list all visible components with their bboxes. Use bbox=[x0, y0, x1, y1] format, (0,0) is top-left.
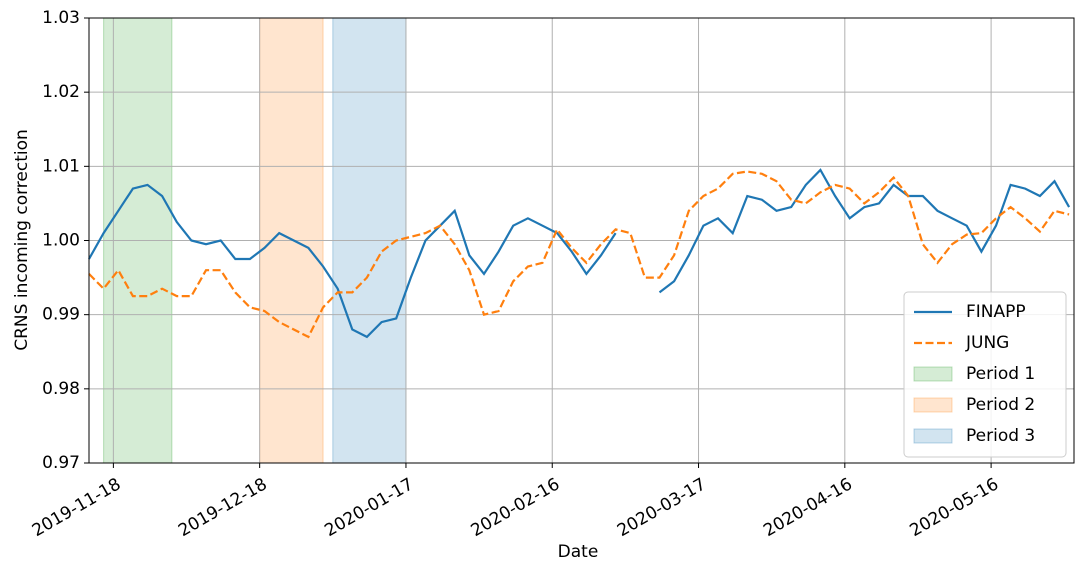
x-tick-label: 2020-04-16 bbox=[760, 474, 856, 541]
data-line bbox=[88, 170, 1070, 339]
x-tick-label: 2020-03-17 bbox=[614, 474, 710, 541]
y-tick-label: 1.01 bbox=[42, 156, 80, 176]
legend-label: Period 1 bbox=[966, 364, 1035, 384]
y-tick-label: 0.98 bbox=[42, 379, 80, 399]
legend-label: JUNG bbox=[965, 333, 1009, 353]
x-tick-label: 2019-12-18 bbox=[175, 474, 271, 541]
legend-label: Period 2 bbox=[966, 395, 1035, 415]
y-tick-label: 1.00 bbox=[42, 231, 80, 251]
x-axis-label: Date bbox=[558, 542, 599, 562]
legend-swatch bbox=[913, 428, 953, 444]
y-tick-label: 1.02 bbox=[42, 82, 80, 102]
y-axis-label: CRNS incoming correction bbox=[12, 129, 32, 351]
x-tick-label: 2020-05-16 bbox=[907, 474, 1003, 541]
legend-swatch bbox=[913, 397, 953, 413]
y-tick-label: 0.99 bbox=[42, 305, 80, 325]
data-line bbox=[88, 168, 1071, 339]
plot-frame bbox=[88, 17, 1075, 464]
x-tick-label: 2020-02-16 bbox=[468, 474, 564, 541]
legend-label: FINAPP bbox=[966, 302, 1026, 322]
legend-swatch bbox=[913, 366, 953, 382]
x-tick-label: 2019-11-18 bbox=[29, 474, 125, 541]
legend-box bbox=[903, 291, 1067, 458]
legend: FINAPP JUNG Period 1 Period 2 Period 3 bbox=[903, 291, 1067, 458]
y-tick-label: 1.03 bbox=[42, 8, 80, 28]
legend-label: Period 3 bbox=[966, 426, 1035, 446]
x-tick-label: 2020-01-17 bbox=[321, 474, 417, 541]
y-tick-label: 0.97 bbox=[42, 453, 80, 473]
